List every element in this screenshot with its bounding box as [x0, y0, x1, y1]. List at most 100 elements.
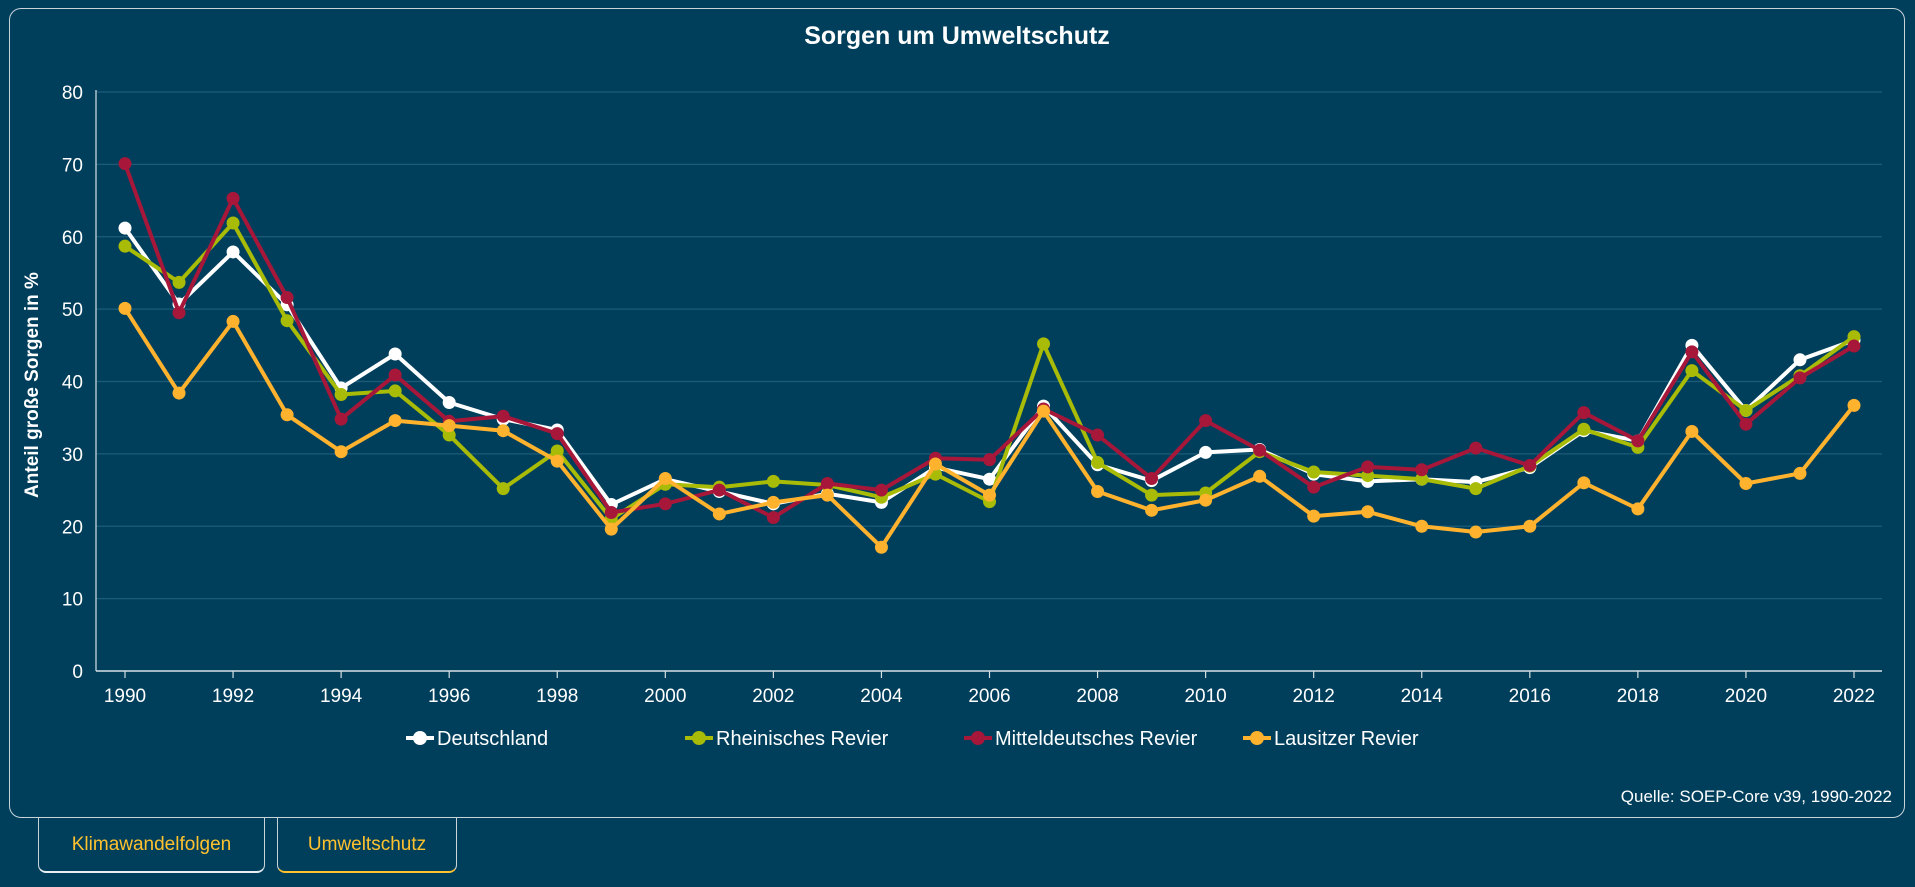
- data-point[interactable]: [1199, 445, 1213, 459]
- data-point[interactable]: [442, 419, 456, 433]
- data-point[interactable]: [1199, 414, 1213, 428]
- data-point[interactable]: [604, 522, 618, 536]
- data-point[interactable]: [1847, 330, 1861, 344]
- chart-panel: [9, 8, 1905, 818]
- data-point[interactable]: [226, 245, 240, 259]
- data-point[interactable]: [1091, 456, 1105, 470]
- data-point[interactable]: [1577, 406, 1591, 420]
- data-point[interactable]: [280, 291, 294, 305]
- legend-item[interactable]: Lausitzer Revier: [1243, 728, 1419, 750]
- data-point[interactable]: [1307, 509, 1321, 523]
- data-point[interactable]: [712, 507, 726, 521]
- tab-umweltschutz[interactable]: Umweltschutz: [277, 818, 457, 873]
- data-point[interactable]: [496, 424, 510, 438]
- data-point[interactable]: [118, 157, 132, 171]
- data-point[interactable]: [172, 275, 186, 289]
- data-point[interactable]: [118, 239, 132, 253]
- data-point[interactable]: [983, 453, 996, 467]
- data-point[interactable]: [1685, 424, 1699, 438]
- data-point[interactable]: [1739, 417, 1753, 431]
- data-point[interactable]: [1307, 465, 1321, 479]
- tab-klimawandelfolgen[interactable]: Klimawandelfolgen: [38, 818, 265, 873]
- data-point[interactable]: [1793, 466, 1807, 480]
- data-point[interactable]: [1199, 493, 1213, 507]
- data-point[interactable]: [1037, 404, 1051, 418]
- data-point[interactable]: [1091, 428, 1105, 442]
- data-point[interactable]: [1145, 503, 1159, 517]
- data-point[interactable]: [118, 221, 132, 235]
- data-point[interactable]: [334, 412, 348, 426]
- data-point[interactable]: [1631, 434, 1645, 448]
- data-point[interactable]: [1145, 488, 1159, 502]
- data-point[interactable]: [1847, 398, 1861, 412]
- data-point[interactable]: [388, 414, 402, 428]
- data-point[interactable]: [820, 477, 834, 491]
- data-point[interactable]: [1469, 482, 1483, 496]
- data-point[interactable]: [1037, 337, 1051, 351]
- data-point[interactable]: [1253, 469, 1267, 483]
- data-point[interactable]: [550, 427, 564, 441]
- data-point[interactable]: [1793, 353, 1807, 367]
- data-point[interactable]: [1577, 422, 1591, 436]
- legend[interactable]: Deutschland Rheinisches Revier Mitteldeuts…: [406, 728, 1419, 750]
- data-point[interactable]: [1091, 485, 1105, 499]
- y-tick-label: 60: [62, 228, 83, 249]
- data-point[interactable]: [442, 395, 456, 409]
- data-point[interactable]: [1415, 472, 1429, 486]
- data-point[interactable]: [1847, 339, 1861, 353]
- data-point[interactable]: [118, 301, 132, 315]
- data-point[interactable]: [226, 191, 240, 205]
- data-point[interactable]: [766, 474, 780, 488]
- data-point[interactable]: [1415, 519, 1429, 533]
- data-point[interactable]: [280, 408, 294, 422]
- data-point[interactable]: [983, 488, 996, 502]
- data-point[interactable]: [1415, 463, 1429, 477]
- data-point[interactable]: [1469, 441, 1483, 455]
- data-point[interactable]: [1739, 403, 1753, 417]
- data-point[interactable]: [983, 472, 996, 486]
- data-point[interactable]: [496, 482, 510, 496]
- data-point[interactable]: [1523, 519, 1537, 533]
- data-point[interactable]: [820, 488, 834, 502]
- data-point[interactable]: [928, 457, 942, 471]
- data-point[interactable]: [226, 216, 240, 230]
- data-point[interactable]: [712, 483, 726, 497]
- data-point[interactable]: [766, 511, 780, 525]
- data-point[interactable]: [388, 347, 402, 361]
- data-point[interactable]: [334, 445, 348, 459]
- data-point[interactable]: [1739, 477, 1753, 491]
- data-point[interactable]: [1361, 505, 1375, 519]
- data-point[interactable]: [604, 505, 618, 519]
- data-point[interactable]: [550, 444, 564, 458]
- data-point[interactable]: [1253, 443, 1267, 457]
- data-point[interactable]: [658, 497, 672, 511]
- data-point[interactable]: [172, 386, 186, 400]
- data-point[interactable]: [1685, 364, 1699, 378]
- y-tick-label: 50: [62, 300, 83, 321]
- data-point[interactable]: [388, 368, 402, 382]
- data-point[interactable]: [226, 314, 240, 328]
- data-point[interactable]: [496, 409, 510, 423]
- legend-item[interactable]: Deutschland: [406, 728, 548, 750]
- data-point[interactable]: [442, 428, 456, 442]
- data-point[interactable]: [1523, 458, 1537, 472]
- data-point[interactable]: [550, 454, 564, 468]
- data-point[interactable]: [1307, 480, 1321, 494]
- data-point[interactable]: [766, 495, 780, 509]
- data-point[interactable]: [1469, 525, 1483, 539]
- data-point[interactable]: [1631, 502, 1645, 516]
- data-point[interactable]: [334, 388, 348, 402]
- data-point[interactable]: [658, 471, 672, 485]
- data-point[interactable]: [874, 540, 888, 554]
- data-point[interactable]: [1145, 471, 1159, 485]
- legend-item[interactable]: Mitteldeutsches Revier: [964, 728, 1198, 750]
- data-point[interactable]: [1793, 371, 1807, 385]
- data-point[interactable]: [1685, 345, 1699, 359]
- data-point[interactable]: [280, 314, 294, 328]
- data-point[interactable]: [172, 306, 186, 320]
- data-point[interactable]: [1577, 476, 1591, 490]
- data-point[interactable]: [1361, 460, 1375, 474]
- data-point[interactable]: [874, 483, 888, 497]
- data-point[interactable]: [388, 384, 402, 398]
- legend-item[interactable]: Rheinisches Revier: [685, 728, 889, 750]
